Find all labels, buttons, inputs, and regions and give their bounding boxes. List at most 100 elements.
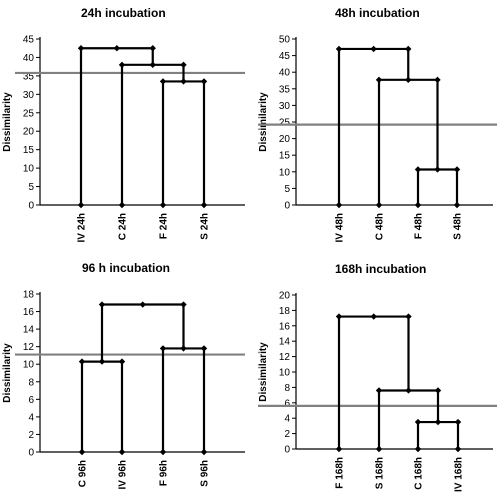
node-marker xyxy=(180,61,187,69)
y-tick-label: 2 xyxy=(284,429,290,440)
y-tick-label: 12 xyxy=(23,342,35,353)
node-marker xyxy=(118,358,126,365)
node-marker xyxy=(453,166,461,173)
leaf-label: C 168h xyxy=(414,457,425,490)
y-tick-label: 5 xyxy=(28,182,34,193)
y-tick-label: 6 xyxy=(284,398,290,409)
y-tick-label: 8 xyxy=(28,377,34,388)
leaf-label: IV 24h xyxy=(77,213,88,242)
y-tick-label: 10 xyxy=(23,164,35,175)
y-tick-label: 0 xyxy=(284,445,290,456)
y-tick-label: 25 xyxy=(23,108,35,119)
y-tick-label: 12 xyxy=(279,352,291,363)
y-tick-label: 4 xyxy=(284,414,290,425)
node-marker xyxy=(370,313,377,320)
leaf-label: S 48h xyxy=(453,213,464,240)
y-tick-label: 15 xyxy=(23,145,35,156)
y-tick-label: 25 xyxy=(279,118,291,129)
node-marker xyxy=(405,45,412,53)
node-marker xyxy=(159,345,167,352)
node-marker xyxy=(375,201,383,209)
node-marker xyxy=(335,445,343,453)
y-tick-label: 10 xyxy=(279,368,291,379)
y-tick-label: 10 xyxy=(23,360,35,371)
leaf-label: C 24h xyxy=(118,213,129,240)
y-tick-label: 16 xyxy=(23,307,35,318)
dendrogram-panel-2: 48h incubation 0 5 10 15 20 25 30 35 40 45 50 Dissim… xyxy=(258,6,497,242)
dendrogram-panel-4: 168h incubation 0 2 4 6 8 10 12 14 16 18 20 Dissimil… xyxy=(258,262,497,492)
node-marker xyxy=(77,201,85,209)
y-tick-label: 40 xyxy=(279,68,291,79)
node-marker xyxy=(370,45,377,53)
node-marker xyxy=(118,201,126,209)
node-marker xyxy=(200,448,208,456)
node-marker xyxy=(335,45,343,53)
leaf-label: F 96h xyxy=(159,460,170,486)
node-marker xyxy=(159,78,167,85)
node-marker xyxy=(200,78,208,85)
y-tick-label: 0 xyxy=(28,201,34,212)
leaf-label: C 96h xyxy=(78,460,89,487)
node-marker xyxy=(78,448,86,456)
node-marker xyxy=(78,358,86,365)
node-marker xyxy=(405,313,412,320)
chart-title: 96 h incubation xyxy=(82,261,170,275)
node-marker xyxy=(200,345,208,352)
node-marker xyxy=(335,313,343,320)
node-marker xyxy=(200,201,208,209)
node-marker xyxy=(375,387,383,394)
y-tick-label: 16 xyxy=(279,321,291,332)
y-tick-label: 18 xyxy=(23,290,35,301)
y-tick-label: 5 xyxy=(284,184,290,195)
leaf-label: IV 168h xyxy=(454,457,465,492)
y-tick-label: 14 xyxy=(279,337,291,348)
y-tick-label: 0 xyxy=(284,201,290,212)
node-marker xyxy=(375,445,383,453)
y-tick-label: 30 xyxy=(279,101,291,112)
leaf-label: F 24h xyxy=(159,213,170,239)
chart-title: 168h incubation xyxy=(335,262,426,276)
dendrogram-panel-1: 24h incubation 0 5 10 15 20 25 30 35 40 45 Dissimil… xyxy=(2,6,245,242)
y-tick-label: 18 xyxy=(279,306,291,317)
y-tick-label: 35 xyxy=(23,71,35,82)
y-tick-label: 10 xyxy=(279,167,291,178)
y-tick-label: 8 xyxy=(284,383,290,394)
dendrogram-panel-3: 96 h incubation 0 2 4 6 8 10 12 14 16 18 Dissimilar… xyxy=(2,261,245,489)
y-tick-label: 50 xyxy=(279,35,291,46)
leaf-label: C 48h xyxy=(375,213,386,240)
y-tick-label: 20 xyxy=(23,127,35,138)
y-tick-label: 2 xyxy=(28,430,34,441)
y-tick-label: 4 xyxy=(28,412,34,423)
node-marker xyxy=(454,445,462,453)
node-marker xyxy=(335,201,343,209)
leaf-label: S 24h xyxy=(200,213,211,240)
chart-title: 48h incubation xyxy=(335,6,420,20)
node-marker xyxy=(434,387,442,394)
node-marker xyxy=(434,76,441,84)
y-tick-label: 15 xyxy=(279,151,291,162)
y-tick-label: 45 xyxy=(23,35,35,46)
node-marker xyxy=(113,45,121,52)
node-marker xyxy=(414,445,422,453)
leaf-label: F 168h xyxy=(335,457,346,489)
chart-title: 24h incubation xyxy=(81,6,166,20)
leaf-label: S 96h xyxy=(200,460,211,487)
node-marker xyxy=(453,201,461,209)
y-axis-label: Dissimilarity xyxy=(2,343,13,403)
node-marker xyxy=(149,45,156,52)
node-marker xyxy=(414,166,422,173)
y-tick-label: 35 xyxy=(279,84,291,95)
leaf-label: IV 48h xyxy=(335,213,346,242)
y-tick-label: 0 xyxy=(28,448,34,459)
y-tick-label: 6 xyxy=(28,395,34,406)
node-marker xyxy=(77,45,85,52)
y-tick-label: 20 xyxy=(279,134,291,145)
node-marker xyxy=(414,418,422,426)
node-marker xyxy=(159,448,167,456)
y-tick-label: 30 xyxy=(23,90,35,101)
node-marker xyxy=(414,201,422,209)
node-marker xyxy=(180,301,187,308)
y-tick-label: 20 xyxy=(279,291,291,302)
leaf-label: IV 96h xyxy=(118,460,129,489)
